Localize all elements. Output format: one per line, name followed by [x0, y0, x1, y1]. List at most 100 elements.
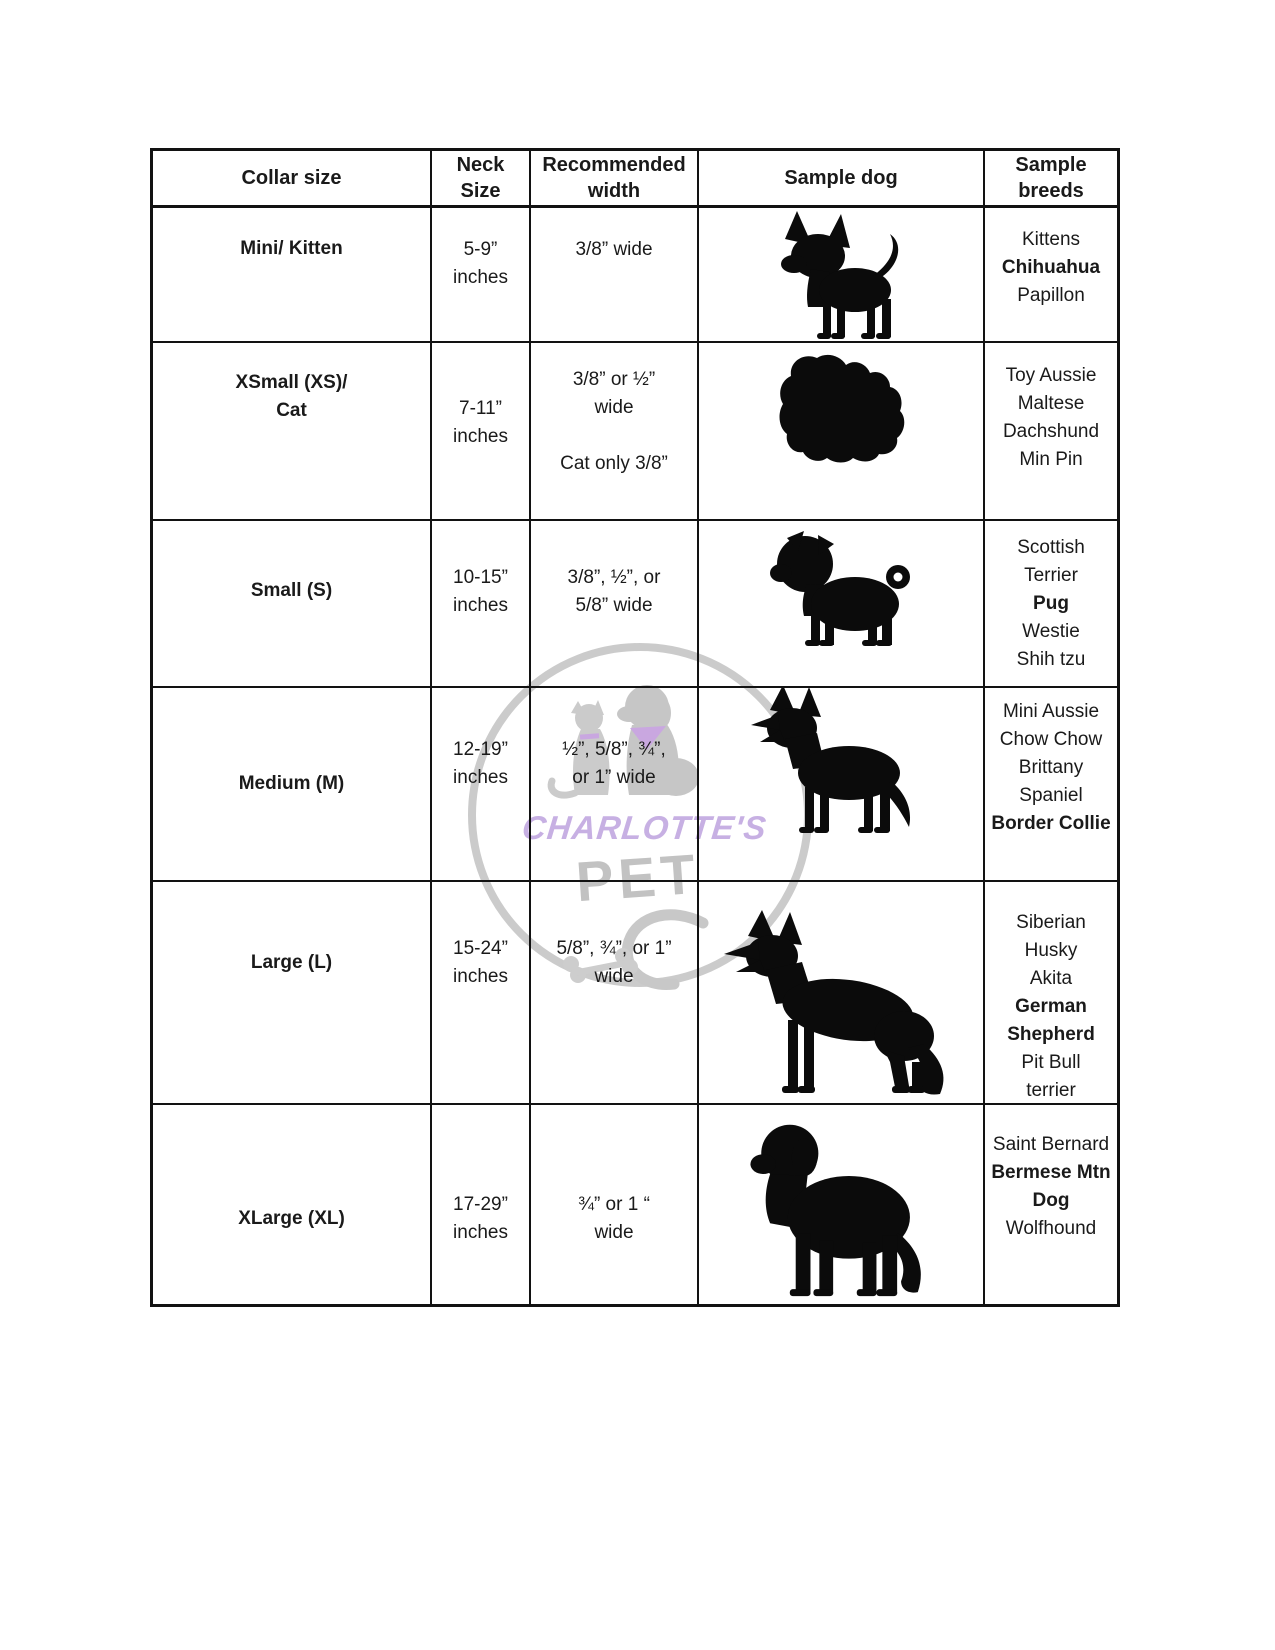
cell-collar-size: XLarge (XL)	[153, 1105, 432, 1304]
breed-name: German	[1015, 995, 1087, 1017]
width-value: 3/8”, ½”, or	[567, 566, 661, 588]
neck-size-value: 10-15”	[453, 566, 508, 588]
bernese-silhouette	[739, 1109, 944, 1301]
neck-size-value: inches	[453, 426, 508, 447]
breed-name: Chow Chow	[999, 729, 1103, 750]
cell-recommended-width: ¾” or 1 “ wide	[531, 1105, 699, 1304]
watermark: CHARLOTTE'S PET	[440, 615, 860, 1035]
breed-name: terrier	[1026, 1079, 1076, 1101]
cell-sample-dog	[699, 688, 985, 882]
collar-size-label: XSmall (XS)/	[235, 372, 348, 393]
cell-sample-breeds: Scottish Terrier Pug Westie Shih tzu	[985, 521, 1117, 688]
shepherd-silhouette	[743, 688, 939, 835]
width-value: wide	[594, 1221, 634, 1243]
maltese-silhouette	[761, 350, 921, 468]
cell-sample-dog	[699, 1105, 985, 1304]
breed-name: Min Pin	[1019, 449, 1083, 470]
cat-tail	[547, 777, 579, 799]
header-label: breeds	[1018, 180, 1084, 202]
header-label: width	[587, 180, 641, 202]
header-label: Sample dog	[784, 167, 898, 189]
cell-neck-size: 7-11” inches	[432, 343, 531, 521]
chihuahua-silhouette	[771, 209, 911, 341]
cell-sample-dog	[699, 208, 985, 343]
neck-size-value: 12-19”	[453, 739, 508, 760]
breed-name: Spaniel	[1019, 785, 1083, 806]
cell-recommended-width: 3/8”, ½”, or 5/8” wide	[531, 521, 699, 688]
cell-sample-breeds: Mini Aussie Chow Chow Brittany Spaniel Borde…	[985, 688, 1117, 882]
breed-name: Dachshund	[1002, 421, 1100, 442]
breed-name: Pit Bull	[1021, 1051, 1081, 1073]
c-swoosh	[621, 909, 709, 990]
cell-collar-size: Medium (M)	[153, 688, 432, 882]
breed-name: Toy Aussie	[1005, 365, 1097, 386]
dog-bandana	[630, 726, 666, 750]
neck-size-value: 15-24”	[453, 937, 508, 959]
breed-name: Border Collie	[991, 813, 1111, 834]
header-neck-size: Neck Size	[432, 151, 531, 208]
neck-size-value: 7-11”	[459, 398, 502, 419]
cat-collar	[579, 733, 600, 740]
breed-name: Maltese	[1017, 393, 1085, 414]
collar-size-label: XLarge (XL)	[238, 1207, 345, 1229]
breed-name: Saint Bernard	[992, 1133, 1110, 1155]
watermark-badge	[468, 643, 812, 990]
cell-collar-size: XSmall (XS)/ Cat	[153, 343, 432, 521]
cell-recommended-width: ½”, 5/8”, ¾”, or 1” wide	[531, 688, 699, 882]
width-value: wide	[594, 397, 634, 418]
cell-recommended-width: 3/8” or ½” wide Cat only 3/8”	[531, 343, 699, 521]
header-label: Collar size	[241, 167, 342, 189]
collar-size-label: Medium (M)	[238, 773, 345, 794]
neck-size-value: inches	[453, 1221, 508, 1243]
cell-collar-size: Mini/ Kitten	[153, 208, 432, 343]
header-recommended-width: Recommended width	[531, 151, 699, 208]
collar-size-label: Mini/ Kitten	[240, 237, 343, 259]
breed-name: Kittens	[1021, 228, 1081, 250]
header-label: Neck	[456, 154, 505, 176]
neck-size-value: 5-9”	[463, 238, 498, 260]
breed-name: Papillon	[1017, 284, 1085, 306]
collar-size-table: Collar size Neck Size Recommended width Sampl…	[150, 148, 1120, 1307]
width-value: 5/8” wide	[575, 594, 653, 616]
neck-size-value: inches	[453, 266, 508, 288]
header-sample-dog: Sample dog	[699, 151, 985, 208]
cell-neck-size: 17-29” inches	[432, 1105, 531, 1304]
breed-name: Husky	[1024, 939, 1078, 961]
cell-sample-breeds: Saint Bernard Bermese Mtn Dog Wolfhound	[985, 1105, 1117, 1304]
header-label: Sample	[1015, 154, 1087, 176]
breed-name: Brittany	[1018, 757, 1084, 778]
breed-name: Dog	[1032, 1189, 1070, 1211]
breed-name: Shepherd	[1007, 1023, 1095, 1045]
breed-name: Westie	[1022, 620, 1080, 642]
cell-recommended-width: 5/8”, ¾”, or 1” wide	[531, 882, 699, 1105]
cell-sample-dog	[699, 343, 985, 521]
width-value	[611, 422, 616, 450]
breed-name: Mini Aussie	[1002, 701, 1100, 722]
cell-neck-size: 15-24” inches	[432, 882, 531, 1105]
header-collar-size: Collar size	[153, 151, 432, 208]
header-label: Recommended	[542, 154, 686, 176]
width-value: Cat only 3/8”	[560, 453, 668, 474]
width-value: 3/8” or ½”	[572, 369, 656, 390]
width-value: ¾” or 1 “	[578, 1193, 650, 1215]
cat-silhouette	[571, 700, 610, 795]
breed-name: Pug	[1033, 592, 1069, 614]
width-value: 3/8” wide	[575, 238, 653, 260]
german-shepherd-silhouette	[716, 908, 966, 1098]
pug-silhouette	[761, 521, 921, 650]
dog-silhouette	[617, 685, 699, 796]
breed-name: Shih tzu	[1016, 648, 1086, 670]
collar-size-label: Cat	[276, 400, 307, 421]
cell-neck-size: 12-19” inches	[432, 688, 531, 882]
width-value: or 1” wide	[572, 767, 656, 788]
cell-sample-breeds: Siberian Husky Akita German Shepherd Pit Bull…	[985, 882, 1117, 1105]
collar-size-label: Small (S)	[250, 579, 333, 601]
breed-name: Terrier	[1024, 564, 1078, 586]
cell-collar-size: Small (S)	[153, 521, 432, 688]
cell-collar-size: Large (L)	[153, 882, 432, 1105]
header-label: Size	[460, 180, 501, 202]
breed-name: Siberian	[1016, 911, 1086, 933]
cell-neck-size: 5-9” inches	[432, 208, 531, 343]
breed-name: Bermese Mtn	[991, 1161, 1111, 1183]
